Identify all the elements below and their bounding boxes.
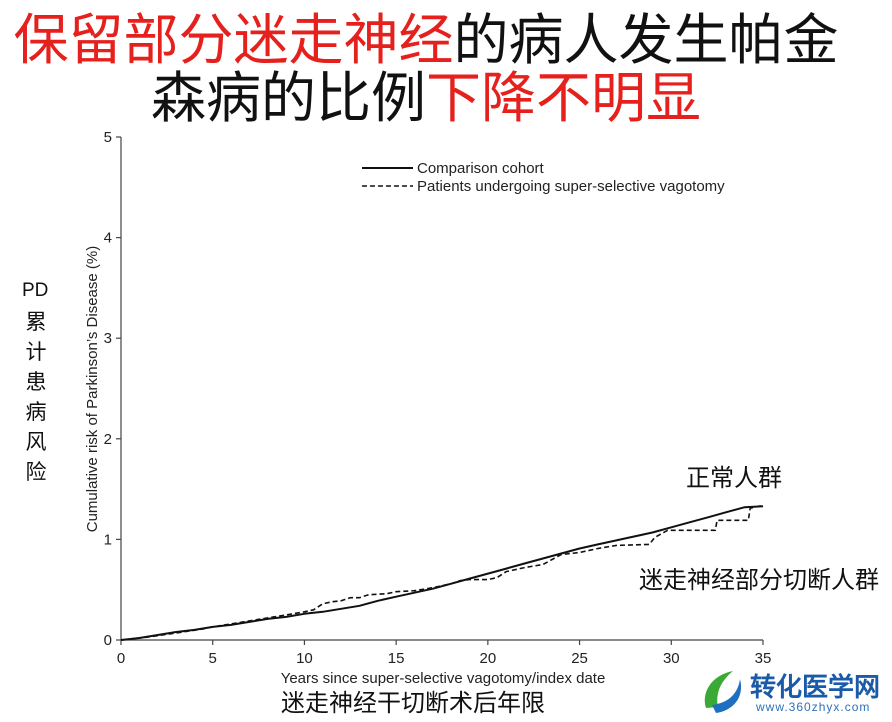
logo-name: 转化医学网 — [750, 673, 881, 703]
slide-title-line-2: 森病的比例下降不明显 — [0, 69, 852, 127]
legend-label-vagotomy: Patients undergoing super-selective vago… — [417, 178, 725, 195]
y-tick-label-5: 5 — [104, 129, 112, 146]
series-line-patients-undergoing-super-selective-vagotomy — [120, 504, 764, 641]
title-highlight-red-2: 下降不明显 — [426, 66, 702, 130]
slide-title-line-1: 保留部分迷走神经的病人发生帕金 — [0, 11, 852, 69]
x-tick-label-15: 15 — [388, 650, 405, 667]
x-tick-label-0: 0 — [117, 650, 125, 667]
y-tick-label-3: 3 — [104, 330, 112, 347]
annotation-vagotomy-group: 迷走神经部分切断人群 — [639, 566, 879, 594]
leaf-swirl-icon — [704, 671, 742, 713]
title-text-black: 的病人发生帕金 — [453, 8, 839, 72]
x-tick-label-10: 10 — [296, 650, 313, 667]
x-tick-label-20: 20 — [480, 650, 497, 667]
series-line-comparison-cohort — [120, 505, 764, 641]
y-tick-label-4: 4 — [104, 230, 112, 247]
legend: Comparison cohort Patients undergoing su… — [362, 160, 725, 195]
legend-label-comparison-cohort: Comparison cohort — [417, 160, 545, 177]
x-axis-label: Years since super-selective vagotomy/ind… — [281, 670, 606, 687]
plot-marks: 0 1 2 3 4 5 0 5 10 15 20 25 30 35 — [104, 129, 772, 667]
left-axis-caption-chinese: 累计患病风险 — [25, 310, 47, 484]
y-tick-label-0: 0 — [104, 632, 112, 649]
x-tick-label-5: 5 — [209, 650, 217, 667]
title-text-black-2: 森病的比例 — [150, 66, 426, 130]
x-tick-label-25: 25 — [571, 650, 588, 667]
y-tick-label-2: 2 — [104, 431, 112, 448]
y-axis-label: Cumulative risk of Parkinson’s Disease (… — [84, 246, 101, 533]
left-axis-caption-pd: PD — [22, 280, 49, 301]
x-axis-caption-chinese: 迷走神经干切断术后年限 — [281, 689, 545, 717]
logo-url: www.360zhyx.com — [756, 700, 871, 714]
x-tick-label-35: 35 — [755, 650, 772, 667]
annotation-normal-group: 正常人群 — [686, 464, 782, 492]
y-tick-label-1: 1 — [104, 531, 112, 548]
x-tick-label-30: 30 — [663, 650, 680, 667]
title-highlight-red: 保留部分迷走神经 — [13, 8, 454, 72]
